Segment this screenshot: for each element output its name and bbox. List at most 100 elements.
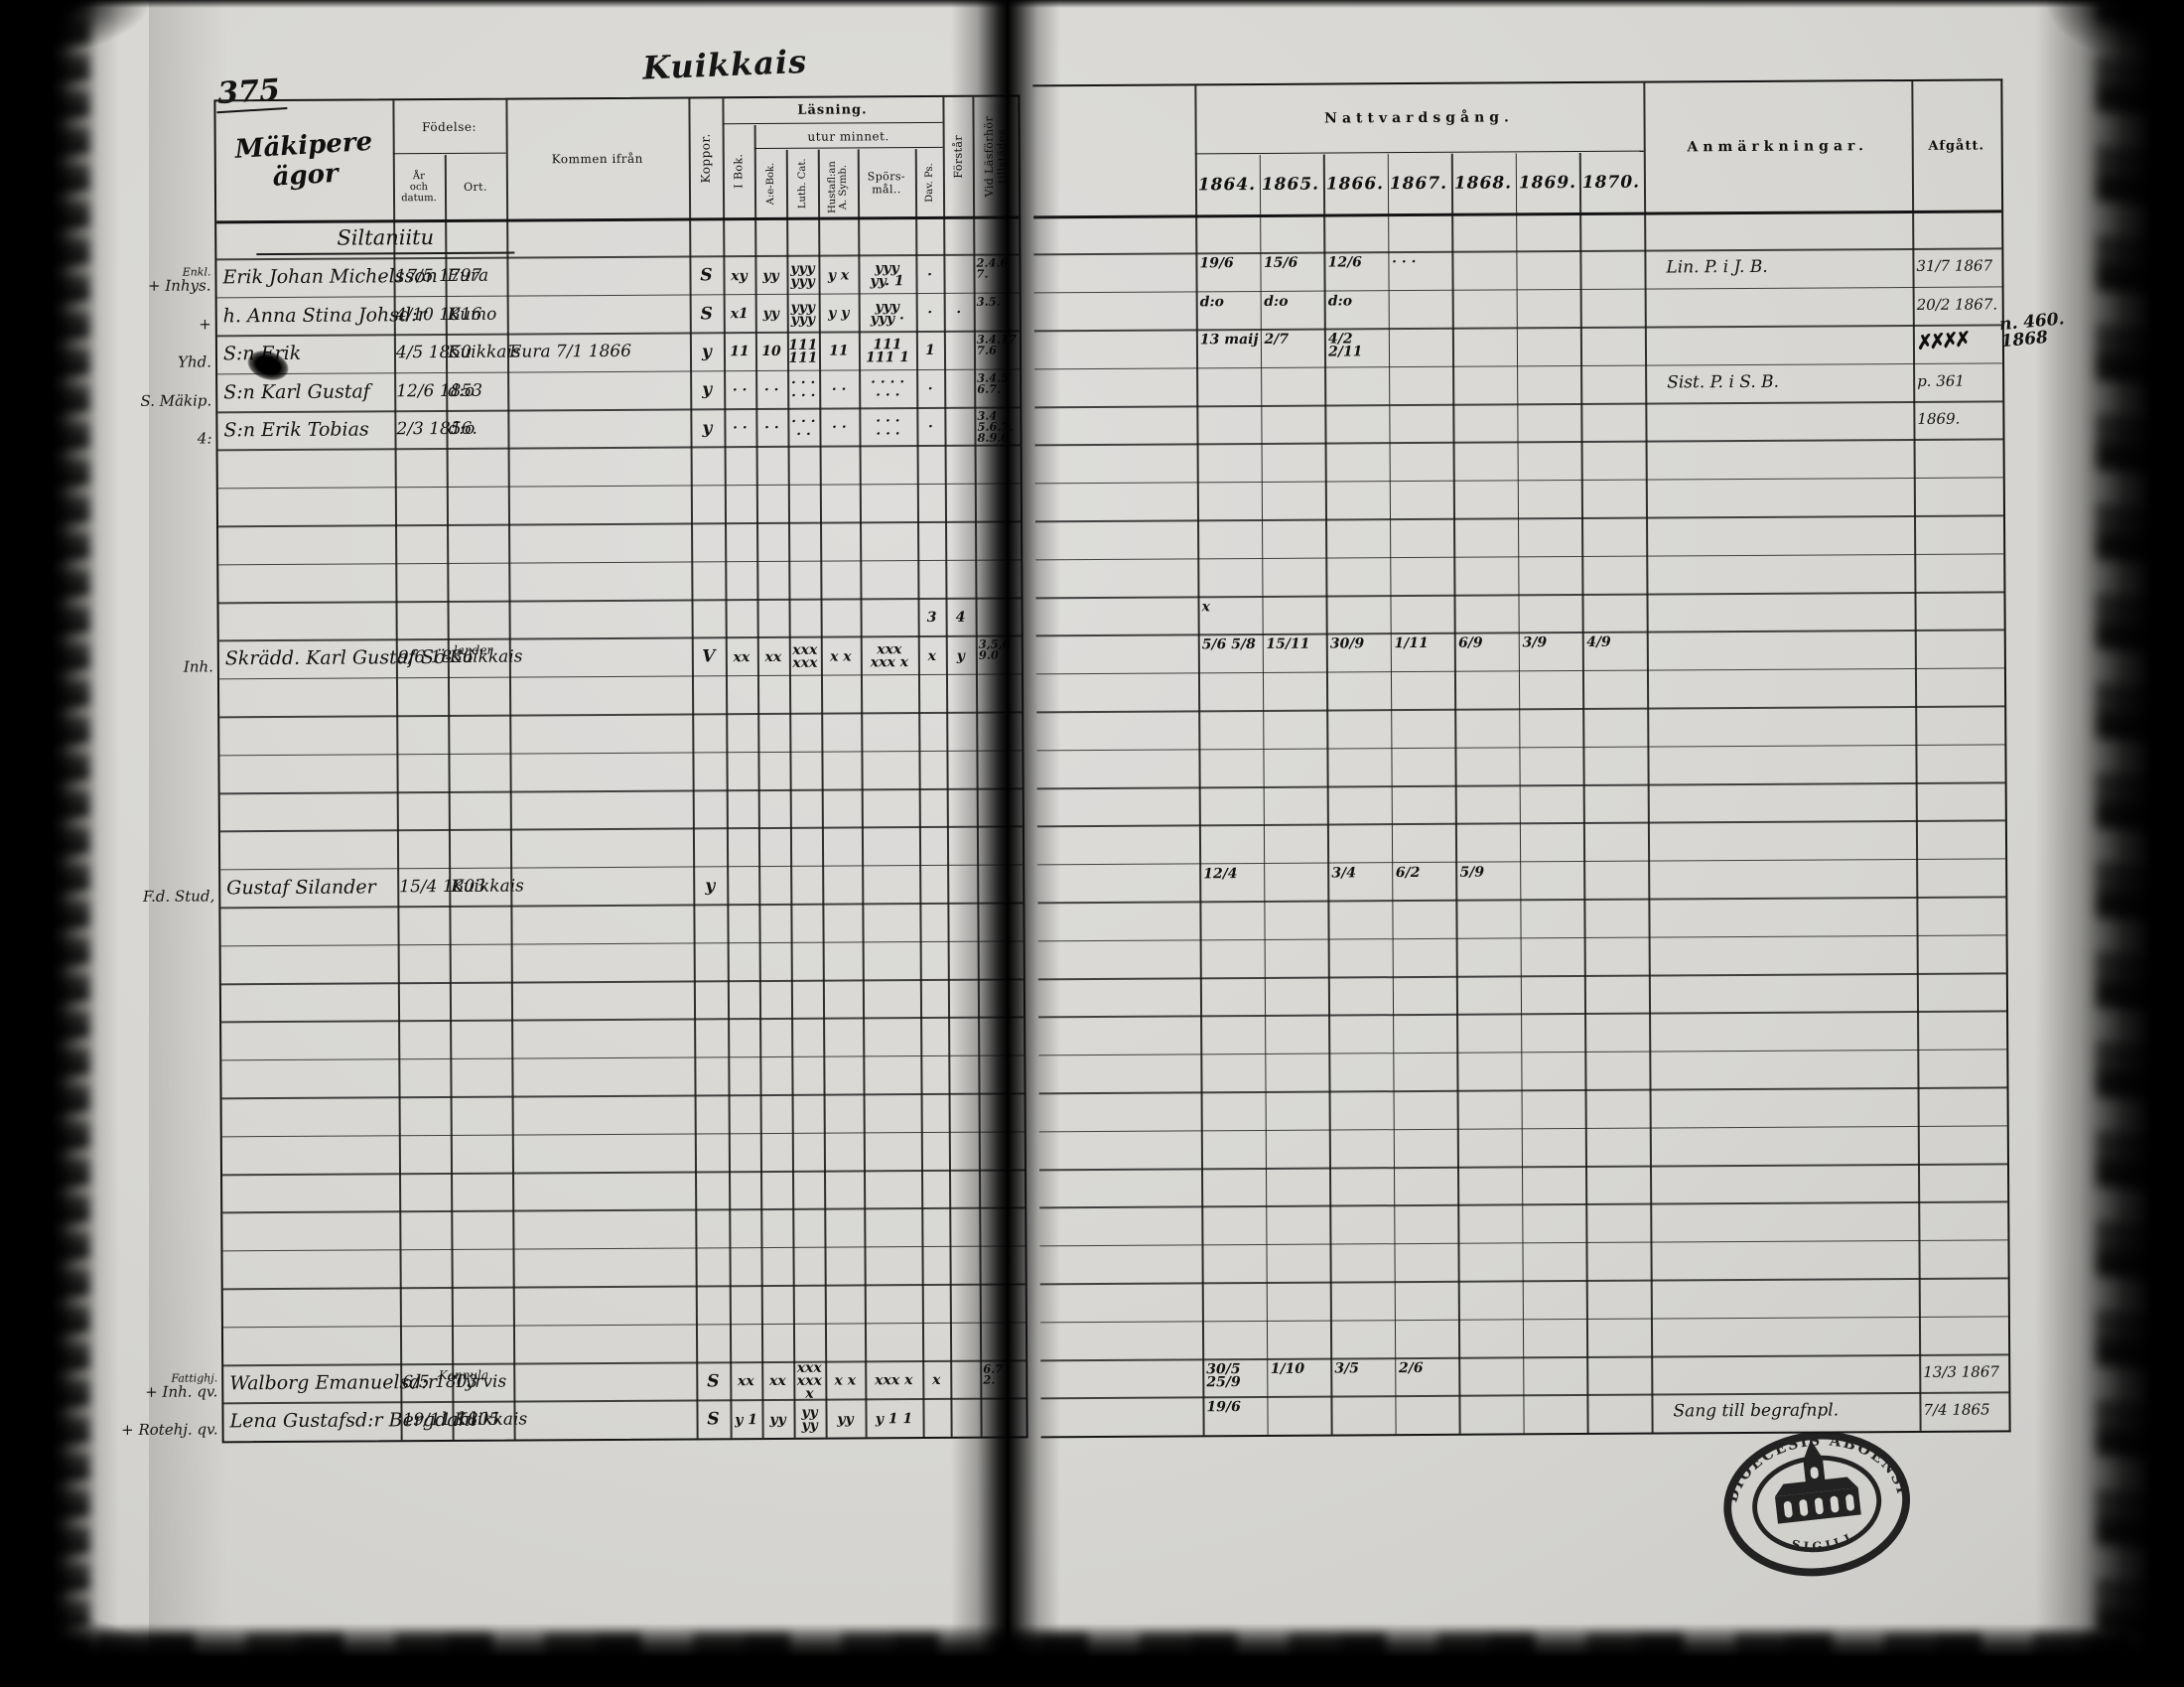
birth-place: Tyrvis [454, 1371, 507, 1392]
margin-note: + [92, 296, 211, 333]
reading-mark-ibok: · · [732, 381, 748, 399]
person-name: S:n Erik [222, 343, 302, 365]
communion-date-1867: 6/2 [1395, 864, 1421, 881]
row-line [217, 483, 1021, 490]
row-line [1039, 1315, 2008, 1324]
reading-mark-hustafl: · · [831, 381, 847, 398]
remark-note: Sist. P. i S. B. [1667, 371, 1780, 393]
reading-mark-forstar: · [956, 304, 962, 321]
birth-date: 4/10 1816 [395, 304, 482, 326]
birth-date: 19/11 1805 [402, 1410, 500, 1431]
margin-note: Fattighj. + Inh. qv. [98, 1363, 217, 1400]
birth-place: Kuikkais [454, 1409, 528, 1431]
col-header-year-1864: 1864. [1197, 174, 1257, 196]
col-header-lasning: Läsning. [722, 96, 943, 125]
birth-place: d:o [448, 380, 476, 401]
communion-date-1868: 6/9 [1457, 634, 1483, 652]
moved-page-reference: n. 460. 1868 [1998, 309, 2066, 352]
row-line [1039, 1200, 2008, 1209]
column-line [1387, 154, 1397, 1435]
reading-mark-forstar: y [956, 647, 965, 664]
communion-date-1864: 19/6 [1199, 255, 1234, 272]
margin-note: F.d. Stud, [95, 868, 214, 905]
communion-date-1867: 1/11 [1394, 635, 1429, 652]
reading-mark-hustafl: yy [837, 1411, 854, 1428]
examination-numbers: 6.7 2. [983, 1361, 1004, 1387]
row-line [1035, 591, 2004, 600]
owner-name: Mäkipere ägor [233, 126, 373, 193]
communion-date-1867: · · · [1392, 254, 1417, 271]
communion-date-1867: 2/6 [1398, 1359, 1424, 1377]
reading-mark-ibok: xx [733, 648, 751, 665]
row-line [1037, 858, 2006, 866]
birth-date: 15/4 1803 [399, 876, 486, 898]
row-line [1035, 514, 2004, 523]
parish-seal-stamp: DIOECESIS ABOENSIS SIGILL [1711, 1413, 1911, 1577]
communion-date-1866: 3/4 [1331, 865, 1356, 882]
margin-note: 4: [92, 410, 212, 447]
stamp-bottom-text: SIGILL [1789, 1527, 1860, 1556]
row-line [1036, 781, 2005, 790]
reading-mark-luthcat: · · · · · [791, 413, 816, 443]
departed-scribble: ✗✗✗✗ [1915, 327, 1969, 355]
reading-mark-luthcat: yyy yyy [790, 299, 816, 329]
col-header-sporsmal: Spörs- mål.. [867, 170, 906, 197]
reading-mark-aebok: 10 [761, 344, 781, 360]
row-line [1035, 629, 2004, 637]
birth-place: Kumo [447, 304, 497, 325]
reading-mark-hustafl: 11 [829, 343, 849, 360]
row-line [1035, 667, 2004, 675]
col-header-vid-lasforhor: Vid Läsförhör tillstädes [982, 115, 1009, 198]
examination-numbers: 2.4.6 7. [976, 255, 1009, 282]
birth-place: Kuikkais [447, 342, 521, 363]
row-line [1039, 1163, 2007, 1172]
person-name: Erik Johan Michelsson [222, 265, 438, 289]
smallpox-mark: y [702, 418, 713, 439]
reading-mark-hustafl: x x [834, 1372, 857, 1389]
birth-date: 2/3 1856. [396, 418, 478, 440]
margin-note-text: + Rotehj. qv. [121, 1420, 218, 1440]
reading-mark-davps: 1 [925, 343, 935, 359]
smallpox-mark: y [705, 875, 716, 897]
communion-date-1865: 15/11 [1266, 636, 1310, 653]
col-header-utur-minnet: utur minnet. [753, 123, 943, 150]
birth-place: Kuikkais [451, 876, 524, 897]
reading-mark-aebok: yy [769, 1411, 786, 1428]
reading-mark-luthcat: yy yy [801, 1404, 818, 1434]
row-line [1034, 477, 2003, 485]
margin-note-text: + [199, 315, 211, 334]
communion-date-1868: 5/9 [1459, 864, 1485, 881]
examination-numbers: 3.4.5 6.7. [977, 370, 1010, 396]
margin-note-text: Inh. [183, 657, 213, 676]
row-line [220, 978, 1024, 986]
person-name: Skrädd. Karl Gustaf Sö-lander [224, 643, 493, 670]
col-header-hustaflan: Hustafl:an A. Symb. [826, 161, 850, 213]
row-line [222, 1322, 1025, 1329]
communion-date-1869: 3/9 [1522, 634, 1548, 651]
col-header-year-1865: 1865. [1261, 174, 1320, 195]
birth-date: 4/5 1850 [395, 342, 473, 363]
col-header-year-1867: 1867. [1389, 173, 1448, 195]
margin-note-text: F.d. Stud, [142, 887, 215, 906]
col-header-kommen-ifran: Kommen ifrån [551, 151, 643, 167]
communion-date-1865: 15/6 [1263, 255, 1298, 272]
person-name: h. Anna Stina Johsd:r [222, 303, 427, 328]
col-header-luth-cat: Luth. Cat. [796, 158, 808, 210]
reading-mark-sporsmal: 111 111 1 [866, 337, 909, 366]
village-title: Kuikkais [641, 42, 808, 87]
margin-note-text: + Inh. qv. [145, 1382, 218, 1401]
margin-note: Yhd. [92, 335, 211, 371]
reading-mark-sporsmal: xxx x [875, 1372, 913, 1389]
communion-date-1864: 19/6 [1206, 1399, 1241, 1416]
row-line [222, 1283, 1025, 1291]
communion-date-1864: d:o [1199, 293, 1225, 311]
examination-numbers: 3.5. [976, 294, 1001, 309]
smallpox-mark: S [707, 1409, 720, 1430]
person-name: S:n Karl Gustaf [223, 380, 370, 403]
row-line [1035, 552, 2004, 561]
column-line [1451, 153, 1461, 1434]
svg-text:SIGILL: SIGILL [1789, 1527, 1860, 1556]
departed-date: p. 361 [1917, 371, 1966, 390]
departed-date: 7/4 1865 [1923, 1400, 1990, 1420]
communion-date-1865: d:o [1264, 293, 1289, 310]
